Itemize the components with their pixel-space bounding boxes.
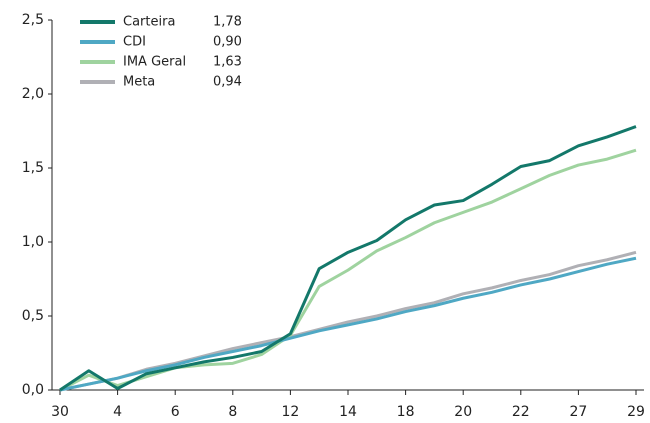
x-tick-label: 6 xyxy=(171,404,180,420)
y-tick-label: 1,0 xyxy=(22,234,44,250)
legend-label: Meta xyxy=(123,75,155,90)
legend-label: IMA Geral xyxy=(123,55,186,70)
x-tick-label: 12 xyxy=(281,404,299,420)
series-line xyxy=(59,125,637,392)
series-line xyxy=(59,256,637,392)
x-tick-label: 27 xyxy=(569,404,587,420)
x-tick-label: 14 xyxy=(339,404,357,420)
x-tick-label: 22 xyxy=(512,404,530,420)
series-line xyxy=(59,148,637,392)
x-tick-label: 29 xyxy=(627,404,645,420)
y-tick-label: 0,0 xyxy=(22,382,44,398)
legend-value: 0,94 xyxy=(213,75,242,90)
legend-value: 1,78 xyxy=(213,15,242,30)
y-tick-label: 0,5 xyxy=(22,308,44,324)
legend: Carteira 1,78 CDI 0,90 IMA Geral 1,63 Meta 0,94 xyxy=(80,15,242,90)
legend-label: CDI xyxy=(123,35,146,50)
x-tick-label: 18 xyxy=(397,404,415,420)
legend-value: 1,63 xyxy=(213,55,242,70)
legend-value: 0,90 xyxy=(213,35,242,50)
x-tick-label: 20 xyxy=(454,404,472,420)
y-tick-label: 1,5 xyxy=(22,160,44,176)
x-tick-label: 8 xyxy=(228,404,237,420)
x-tick-label: 30 xyxy=(51,404,69,420)
y-tick-label: 2,0 xyxy=(22,86,44,102)
legend-label: Carteira xyxy=(123,15,175,30)
y-tick-label: 2,5 xyxy=(22,12,44,28)
x-tick-label: 4 xyxy=(113,404,122,420)
